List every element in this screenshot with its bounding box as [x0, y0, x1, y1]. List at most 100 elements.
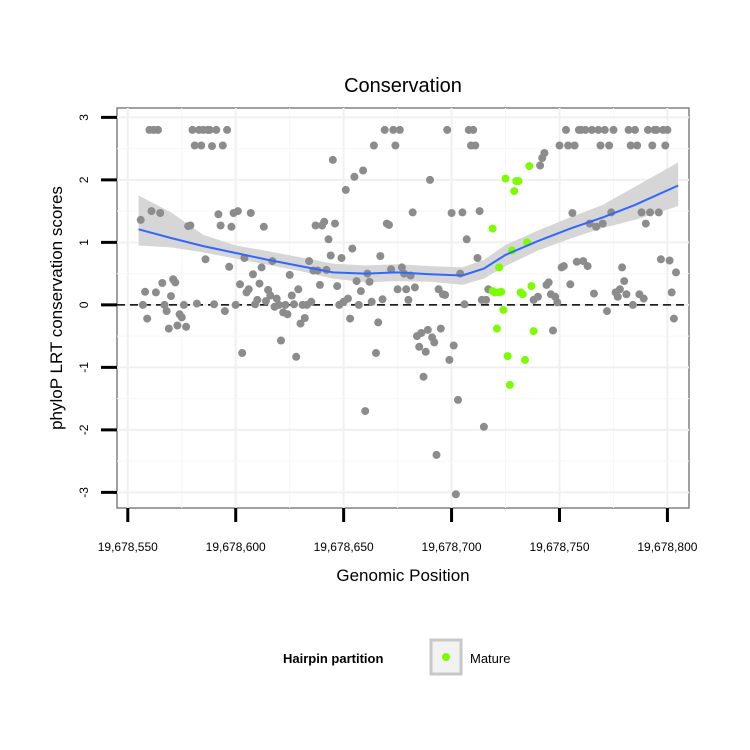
other-point	[469, 125, 478, 134]
other-point	[210, 300, 219, 309]
other-point	[385, 220, 393, 229]
other-point	[154, 125, 162, 134]
other-point	[549, 326, 557, 335]
other-point	[277, 336, 285, 345]
other-point	[136, 215, 145, 224]
other-point	[331, 219, 339, 228]
other-point	[333, 282, 342, 291]
other-point	[533, 292, 542, 301]
other-point	[397, 263, 406, 272]
other-point	[626, 141, 635, 150]
mature-point	[529, 327, 538, 336]
other-point	[205, 125, 214, 134]
other-point	[160, 300, 169, 309]
other-point	[590, 289, 598, 298]
other-point	[393, 285, 402, 294]
other-point	[395, 125, 404, 134]
other-point	[639, 294, 648, 303]
other-point	[603, 307, 611, 316]
other-point	[346, 314, 355, 323]
other-point	[628, 300, 637, 309]
other-point	[311, 221, 320, 230]
other-point	[315, 280, 324, 289]
scatter-points	[136, 125, 680, 499]
other-point	[387, 265, 396, 274]
other-point	[294, 285, 303, 294]
other-point	[296, 319, 305, 328]
chart-title: Conservation	[344, 75, 462, 97]
other-point	[361, 407, 370, 416]
other-point	[581, 125, 590, 134]
other-point	[447, 209, 456, 217]
mature-point	[488, 224, 497, 233]
other-point	[227, 222, 236, 231]
other-point	[359, 166, 368, 175]
other-point	[326, 251, 335, 260]
y-axis: -3 -2 -1 0 1 2 3	[77, 114, 117, 498]
other-point	[555, 141, 564, 150]
other-point	[259, 222, 268, 231]
other-point	[410, 283, 419, 292]
other-point	[564, 141, 573, 150]
y-tick-label: -1	[77, 362, 91, 373]
other-point	[307, 297, 316, 306]
plot-panel	[116, 107, 690, 509]
other-point	[536, 161, 545, 170]
other-point	[445, 355, 454, 364]
legend-mature-swatch	[442, 653, 450, 661]
other-point	[328, 155, 337, 164]
other-point	[624, 125, 633, 134]
other-point	[179, 300, 188, 309]
other-point	[188, 125, 197, 134]
other-point	[462, 235, 471, 244]
other-point	[540, 149, 549, 157]
other-point	[553, 298, 562, 307]
other-point	[672, 268, 680, 277]
other-point	[197, 141, 206, 150]
other-point	[374, 318, 383, 327]
other-point	[596, 141, 605, 150]
other-point	[348, 244, 357, 253]
other-point	[408, 208, 417, 217]
other-point	[186, 221, 195, 230]
other-point	[443, 125, 452, 134]
smooth-trend	[138, 184, 679, 277]
other-point	[356, 287, 365, 296]
other-point	[177, 313, 186, 322]
other-point	[544, 278, 553, 287]
other-point	[261, 297, 270, 306]
mature-point	[510, 187, 519, 196]
other-point	[615, 285, 624, 294]
other-point	[620, 277, 629, 286]
other-point	[173, 321, 182, 330]
other-point	[246, 209, 255, 217]
other-point	[665, 256, 674, 265]
other-point	[572, 257, 581, 266]
other-point	[661, 141, 670, 150]
other-point	[341, 185, 350, 194]
other-point	[644, 125, 652, 134]
other-point	[233, 207, 242, 216]
other-point	[415, 342, 424, 351]
mature-point	[503, 352, 512, 361]
other-point	[141, 287, 150, 296]
other-point	[218, 141, 227, 150]
other-point	[369, 141, 378, 150]
other-point	[587, 125, 596, 134]
x-tick-label: 19,678,550	[98, 540, 158, 554]
other-point	[272, 294, 281, 303]
mature-point	[525, 162, 534, 171]
mature-point	[497, 287, 506, 296]
other-point	[637, 208, 646, 217]
other-point	[475, 207, 484, 216]
other-point	[324, 235, 333, 244]
other-point	[337, 254, 346, 262]
other-point	[354, 300, 363, 309]
other-point	[646, 208, 655, 217]
other-point	[162, 307, 171, 316]
y-tick-label: 3	[77, 114, 91, 121]
mature-point	[505, 380, 514, 389]
other-point	[380, 125, 389, 134]
mature-point	[521, 355, 529, 364]
x-tick-label: 19,678,800	[637, 540, 697, 554]
